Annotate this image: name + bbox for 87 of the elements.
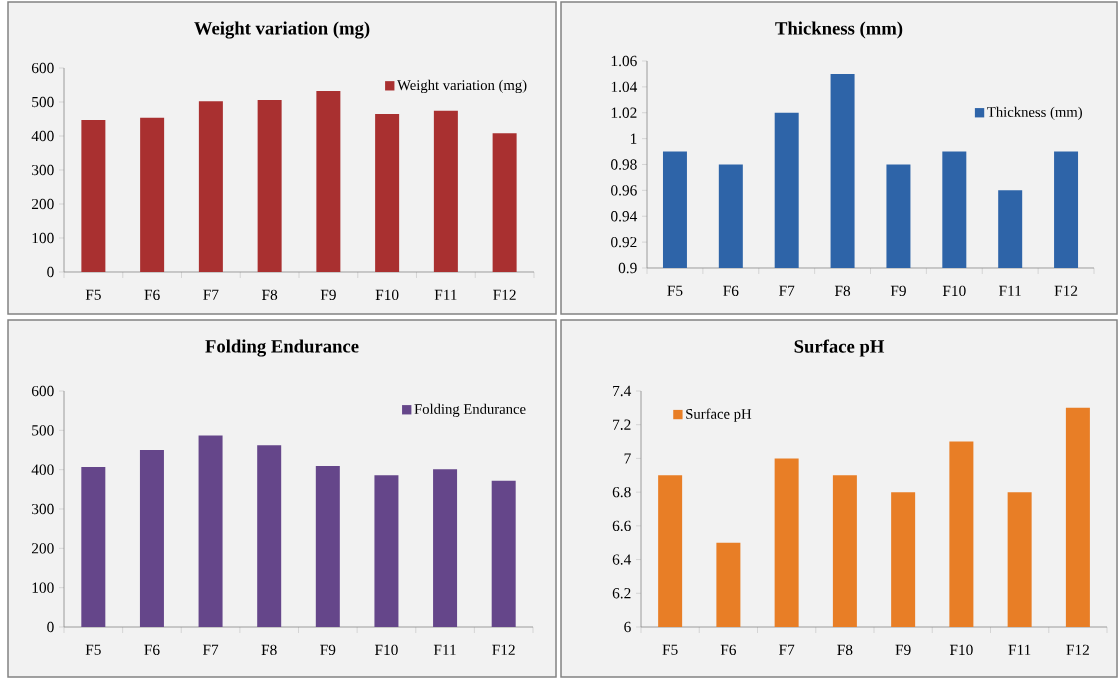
y-tick-label: 500 [32,425,54,436]
x-tick-label: F7 [779,285,795,296]
legend-label: Surface pH [686,408,752,422]
y-tick-label: 0.9 [618,262,637,274]
y-tick-label: 6.2 [612,588,631,599]
x-tick-label: F6 [144,644,160,656]
y-tick-label: 600 [31,62,54,74]
y-tick-label: 100 [32,582,54,593]
bar [81,120,106,272]
y-tick-label: 7.2 [613,419,631,430]
y-tick-label: 400 [31,464,54,475]
x-tick-label: F11 [434,289,457,300]
y-tick-label: 200 [31,198,54,210]
x-tick-label: F7 [203,289,219,300]
y-tick-label: 400 [31,130,54,142]
x-tick-label: F8 [261,644,277,656]
bar [198,101,223,272]
x-tick-label: F11 [1008,644,1031,655]
x-tick-label: F5 [662,644,678,655]
x-tick-label: F5 [85,289,101,300]
x-tick-label: F10 [949,644,973,656]
bar [257,445,282,627]
x-tick-label: F6 [723,285,739,297]
y-tick-label: 0.94 [611,211,638,222]
y-tick-label: 0.98 [611,159,637,170]
y-tick-label: 7 [624,453,631,464]
chart-title: Surface pH [794,339,885,357]
bar [491,480,516,627]
x-tick-label: F9 [890,285,906,297]
x-tick-label: F12 [493,289,516,300]
chart-title: Folding Endurance [205,339,359,357]
bar [140,117,165,272]
y-tick-label: 600 [31,385,54,397]
x-tick-label: F9 [320,644,336,656]
x-tick-label: F11 [998,285,1021,296]
y-tick-label: 1.02 [611,107,637,118]
y-tick-label: 200 [31,543,54,554]
legend-label: Weight variation (mg) [397,79,527,94]
y-tick-label: 6.4 [612,554,632,565]
x-tick-label: F9 [895,644,911,656]
y-tick-label: 500 [32,96,54,108]
bar [433,469,458,627]
y-tick-label: 6 [624,621,631,633]
bar [81,466,106,627]
x-tick-label: F8 [261,289,278,301]
y-tick-label: 1 [630,133,637,144]
y-tick-label: 0.96 [611,185,637,196]
x-tick-label: F9 [320,289,336,301]
bar [374,475,399,627]
x-tick-label: F6 [720,644,737,656]
y-tick-label: 6.6 [612,520,631,532]
legend-label: Thickness (mm) [987,106,1082,120]
x-tick-label: F7 [778,644,795,655]
x-tick-label: F10 [375,289,399,301]
bar [433,110,458,272]
x-tick-label: F12 [1066,644,1089,655]
y-tick-label: 0 [47,621,54,633]
x-tick-label: F8 [834,285,851,297]
x-tick-label: F8 [837,644,853,656]
x-tick-label: F10 [942,285,966,297]
bar [316,91,341,272]
bar [492,133,517,272]
x-tick-label: F7 [202,644,219,655]
y-tick-label: 7.4 [613,385,632,397]
y-tick-label: 100 [32,232,54,244]
y-tick-label: 300 [32,164,54,176]
bar [315,466,340,627]
y-tick-label: 1.04 [611,81,638,93]
x-tick-label: F11 [433,644,456,655]
bar [375,113,400,272]
y-tick-label: 0.92 [611,236,637,248]
y-tick-label: 0 [47,266,54,278]
bar [198,435,223,627]
y-tick-label: 300 [32,503,54,515]
bar [139,450,164,627]
bar [257,99,282,272]
x-tick-label: F5 [85,644,101,655]
x-tick-label: F6 [144,289,160,301]
x-tick-label: F10 [374,644,398,656]
chart-title: Weight variation (mg) [194,21,370,39]
chart-title: Thickness (mm) [775,21,903,39]
y-tick-label: 1.06 [611,55,637,67]
x-tick-label: F12 [1054,285,1078,296]
x-tick-label: F12 [492,644,515,655]
x-tick-label: F5 [667,285,683,296]
y-tick-label: 6.8 [612,486,631,498]
legend-label: Folding Endurance [414,403,526,418]
